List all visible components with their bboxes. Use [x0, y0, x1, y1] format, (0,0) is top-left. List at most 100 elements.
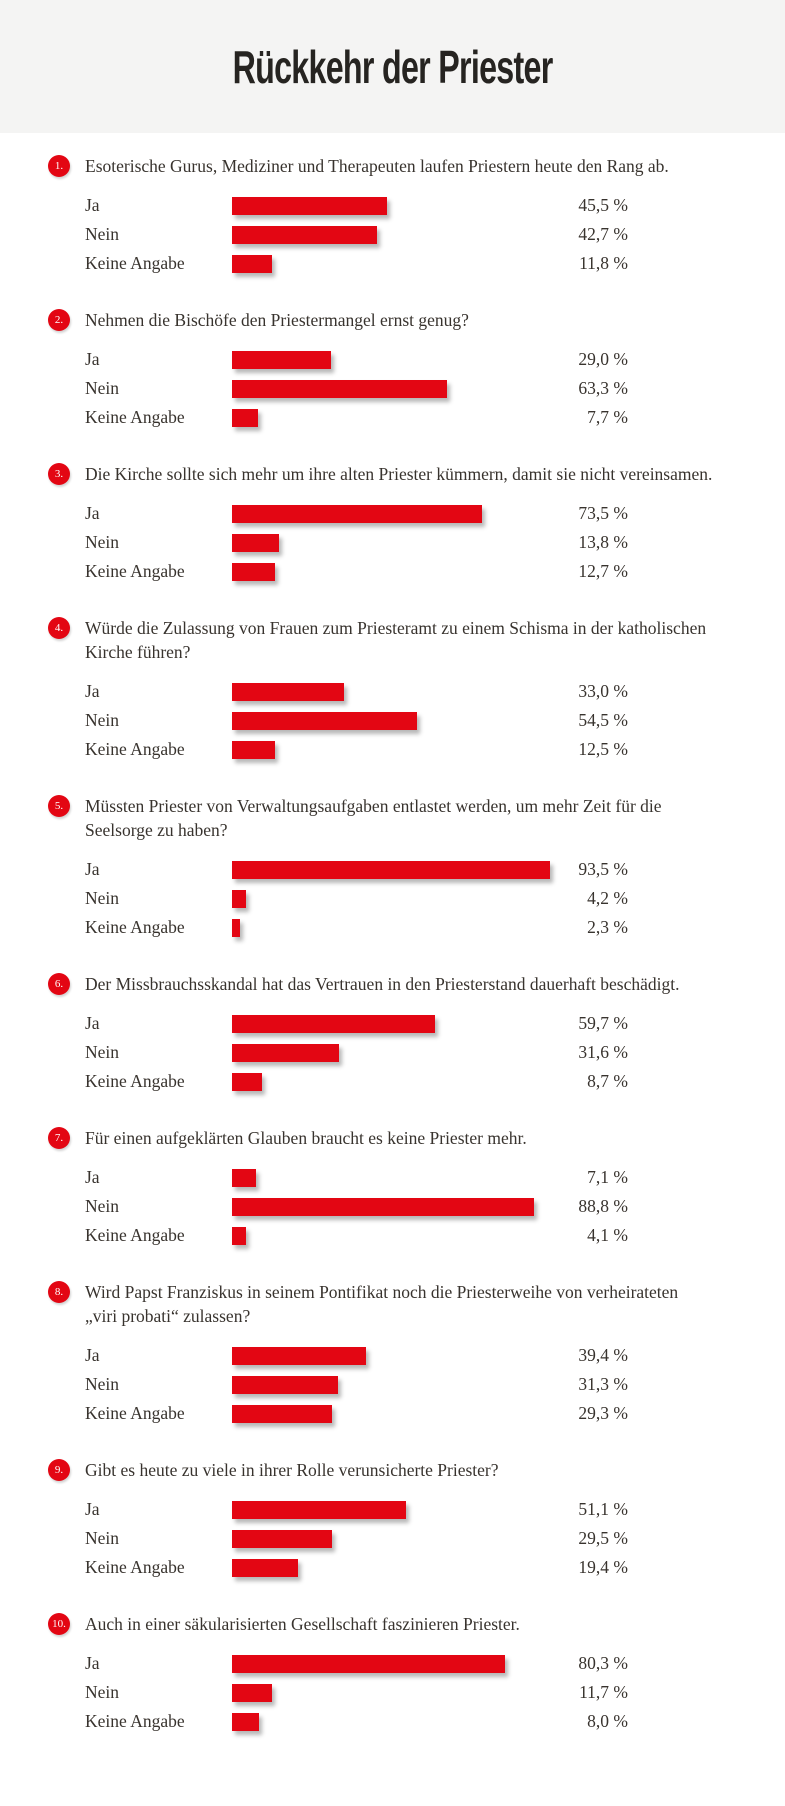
answer-value: 11,7 % [579, 1682, 628, 1702]
answer-row: Keine Angabe 4,1 % [0, 1221, 785, 1250]
answer-value: 11,8 % [579, 253, 628, 273]
answer-value: 29,0 % [578, 349, 628, 369]
question-number-badge: 6. [48, 973, 70, 995]
answer-value: 31,6 % [578, 1042, 628, 1062]
answer-label: Nein [85, 532, 120, 552]
question-block-4: 4. Würde die Zulassung von Frauen zum Pr… [0, 616, 785, 764]
bar-track [232, 1043, 572, 1062]
question-block-5: 5. Müssten Priester von Verwaltungsaufga… [0, 794, 785, 942]
question-text: Müssten Priester von Verwaltungsaufgaben… [85, 796, 662, 840]
answer-value: 12,7 % [578, 561, 628, 581]
bar-track [232, 533, 572, 552]
question-number-badge: 1. [48, 155, 70, 177]
bar-track [232, 918, 572, 937]
answer-row: Keine Angabe 12,5 % [0, 735, 785, 764]
bar [232, 1375, 339, 1394]
question-text: Wird Papst Franziskus in seinem Pontifik… [85, 1282, 679, 1326]
bar [232, 504, 482, 523]
answer-label: Keine Angabe [85, 1403, 185, 1423]
answer-label: Ja [85, 1345, 100, 1365]
answer-label: Nein [85, 888, 120, 908]
answer-row: Nein 31,6 % [0, 1038, 785, 1067]
page-title: Rückkehr der Priester [232, 40, 553, 93]
answer-row: Keine Angabe 7,7 % [0, 403, 785, 432]
answer-label: Ja [85, 349, 100, 369]
bar [232, 1404, 332, 1423]
answer-row: Ja 59,7 % [0, 1009, 785, 1038]
question-block-8: 8. Wird Papst Franziskus in seinem Ponti… [0, 1280, 785, 1428]
bar [232, 1654, 506, 1673]
bar [232, 1014, 435, 1033]
answer-value: 59,7 % [578, 1013, 628, 1033]
question-text: Nehmen die Bischöfe den Priestermangel e… [85, 310, 469, 330]
answer-label: Ja [85, 1653, 100, 1673]
answer-value: 4,1 % [587, 1225, 628, 1245]
answer-value: 4,2 % [587, 888, 628, 908]
bar [232, 1226, 246, 1245]
answer-row: Keine Angabe 12,7 % [0, 557, 785, 586]
bar-track [232, 1226, 572, 1245]
answer-label: Nein [85, 1196, 120, 1216]
question-block-6: 6. Der Missbrauchsskandal hat das Vertra… [0, 972, 785, 1096]
answer-label: Keine Angabe [85, 561, 185, 581]
bar-track [232, 740, 572, 759]
answer-value: 13,8 % [578, 532, 628, 552]
question-block-10: 10. Auch in einer säkularisierten Gesell… [0, 1612, 785, 1736]
bar [232, 889, 247, 908]
answer-value: 39,4 % [578, 1345, 628, 1365]
answer-row: Ja 45,5 % [0, 191, 785, 220]
answer-row: Nein 54,5 % [0, 706, 785, 735]
bar-track [232, 860, 572, 879]
bar-track [232, 1529, 572, 1548]
question-text: Die Kirche sollte sich mehr um ihre alte… [85, 464, 713, 484]
bar [232, 1500, 406, 1519]
answer-label: Nein [85, 1042, 120, 1062]
bar [232, 1558, 298, 1577]
question-number-badge: 2. [48, 309, 70, 331]
answer-value: 51,1 % [578, 1499, 628, 1519]
bar [232, 860, 550, 879]
answer-value: 8,7 % [587, 1071, 628, 1091]
answer-label: Keine Angabe [85, 1557, 185, 1577]
answer-row: Keine Angabe 11,8 % [0, 249, 785, 278]
question-text: Gibt es heute zu viele in ihrer Rolle ve… [85, 1460, 499, 1480]
bar [232, 196, 387, 215]
answer-value: 63,3 % [578, 378, 628, 398]
bar [232, 1168, 257, 1187]
answer-value: 93,5 % [578, 859, 628, 879]
bar-track [232, 1500, 572, 1519]
bar-track [232, 1404, 572, 1423]
bar-track [232, 1712, 572, 1731]
answer-row: Ja 29,0 % [0, 345, 785, 374]
answer-row: Nein 42,7 % [0, 220, 785, 249]
answer-label: Nein [85, 378, 120, 398]
answer-label: Keine Angabe [85, 1071, 185, 1091]
bar [232, 533, 279, 552]
answer-label: Ja [85, 195, 100, 215]
bar [232, 682, 345, 701]
answer-row: Keine Angabe 29,3 % [0, 1399, 785, 1428]
bar-track [232, 682, 572, 701]
questions-list: 1. Esoterische Gurus, Mediziner und Ther… [0, 133, 785, 1736]
bar-track [232, 1558, 572, 1577]
bar [232, 1072, 262, 1091]
answer-value: 31,3 % [578, 1374, 628, 1394]
bar [232, 1683, 272, 1702]
question-block-1: 1. Esoterische Gurus, Mediziner und Ther… [0, 154, 785, 278]
answer-row: Nein 11,7 % [0, 1678, 785, 1707]
answer-value: 73,5 % [578, 503, 628, 523]
question-block-7: 7. Für einen aufgeklärten Glauben brauch… [0, 1126, 785, 1250]
bar-track [232, 1072, 572, 1091]
bar [232, 711, 418, 730]
bar [232, 379, 448, 398]
answer-label: Nein [85, 1682, 120, 1702]
question-number-badge: 9. [48, 1459, 70, 1481]
bar-track [232, 1014, 572, 1033]
answer-row: Nein 88,8 % [0, 1192, 785, 1221]
question-number-badge: 7. [48, 1127, 70, 1149]
question-text: Esoterische Gurus, Mediziner und Therape… [85, 156, 669, 176]
question-number-badge: 5. [48, 795, 70, 817]
bar [232, 562, 276, 581]
bar-track [232, 562, 572, 581]
